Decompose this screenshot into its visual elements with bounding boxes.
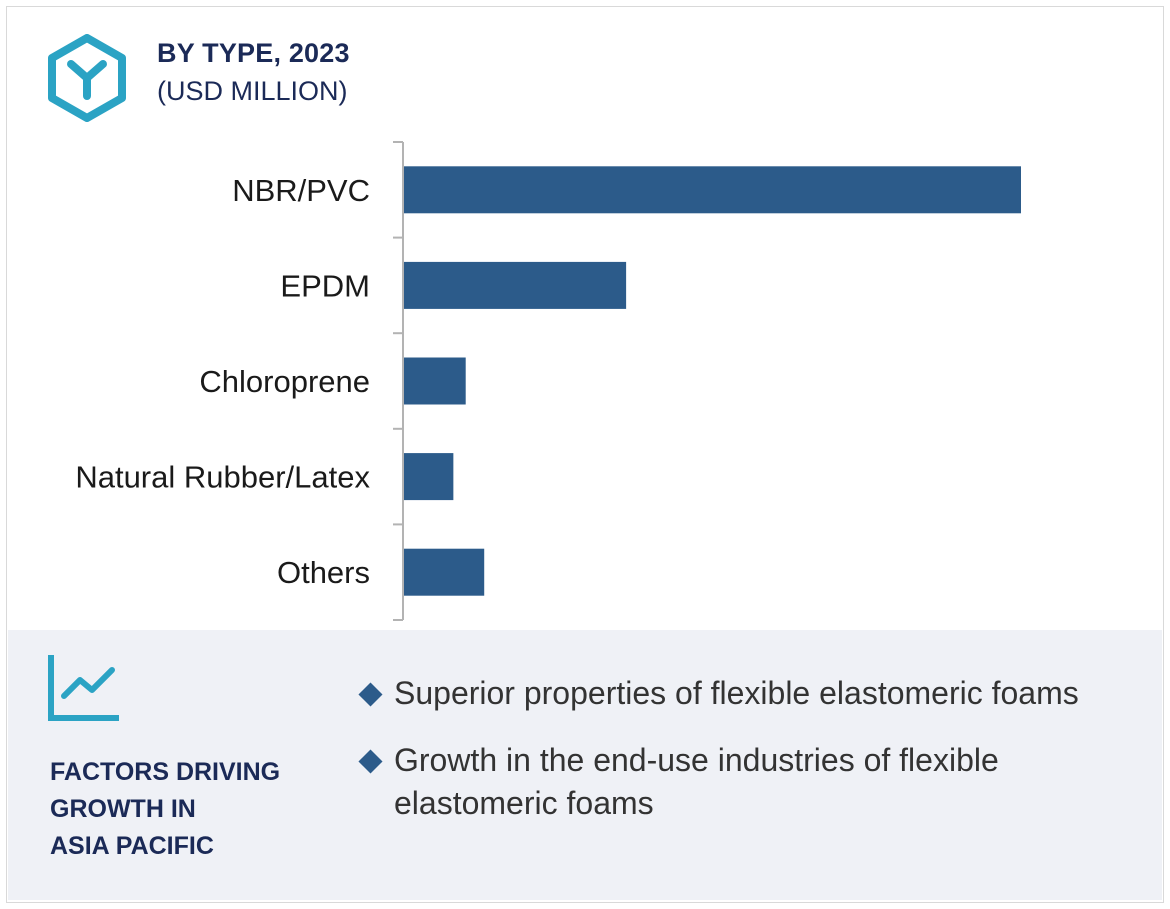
factor-text: Growth in the end-use industries of flex… <box>394 742 999 821</box>
category-label: Others <box>277 555 370 590</box>
card-frame <box>6 6 1164 903</box>
category-label: NBR/PVC <box>232 173 370 208</box>
bar-others <box>404 548 485 596</box>
factor-text: Superior properties of flexible elastome… <box>394 675 1079 711</box>
factors-title-line: FACTORS DRIVING <box>50 758 281 786</box>
category-label: Chloroprene <box>199 364 370 399</box>
chart-subtitle: (USD MILLION) <box>157 76 348 106</box>
factors-title-line: ASIA PACIFIC <box>50 832 214 860</box>
bar-chart: NBR/PVC EPDM Chloroprene Natural Rubber/Lat… <box>75 141 1021 621</box>
bar-nbr-pvc <box>404 166 1021 214</box>
category-label: EPDM <box>280 268 370 303</box>
trend-line-icon <box>48 655 119 721</box>
chart-title: BY TYPE, 2023 <box>157 38 350 68</box>
factors-title-line: GROWTH IN <box>50 795 196 823</box>
factors-list: Superior properties of flexible elastome… <box>356 672 1116 849</box>
factor-item: Superior properties of flexible elastome… <box>356 672 1116 715</box>
hexagon-y-icon <box>48 34 126 122</box>
category-label: Natural Rubber/Latex <box>75 460 370 495</box>
diamond-bullet-icon <box>358 682 383 707</box>
bar-natural-rubber-latex <box>404 453 454 501</box>
factor-item: Growth in the end-use industries of flex… <box>356 739 1116 825</box>
factors-title: FACTORS DRIVING GROWTH IN ASIA PACIFIC <box>50 754 340 865</box>
bar-epdm <box>404 261 627 309</box>
factors-panel <box>8 630 1162 900</box>
bar-chloroprene <box>404 357 466 405</box>
diamond-bullet-icon <box>358 749 383 774</box>
